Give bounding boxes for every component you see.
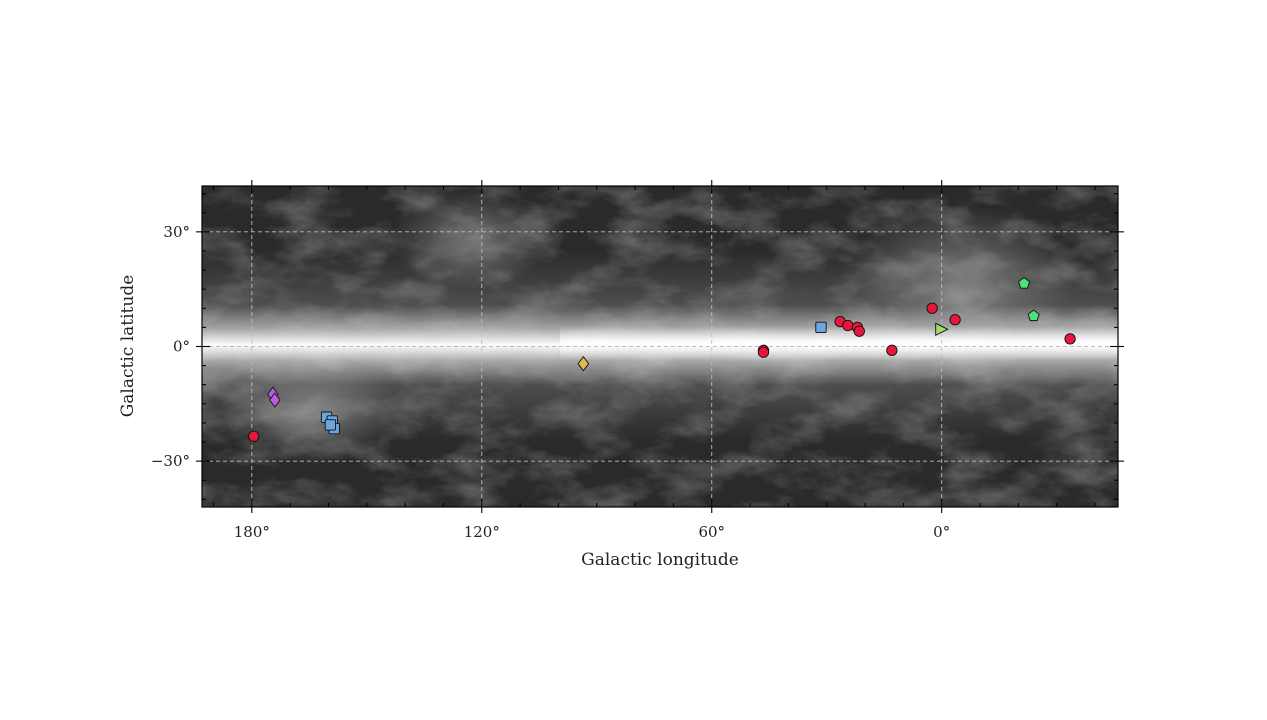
pentagon-marker xyxy=(1018,277,1031,289)
circle-marker xyxy=(248,430,260,442)
circle-marker xyxy=(853,325,865,337)
diamond-marker xyxy=(577,355,590,372)
pentagon-marker xyxy=(1027,309,1040,322)
data-points xyxy=(248,277,1076,442)
triangle-marker xyxy=(935,322,949,337)
circle-marker xyxy=(926,302,938,314)
circle-marker xyxy=(842,319,854,332)
tick-labels: 180° 120° 60° 0° 30° 0° −30° xyxy=(151,223,950,541)
y-tick-label: −30° xyxy=(151,452,190,470)
x-tick-label: 60° xyxy=(698,523,725,541)
x-axis-label: Galactic longitude xyxy=(581,550,739,570)
x-tick-label: 180° xyxy=(234,523,270,541)
square-marker xyxy=(324,419,337,431)
grid-lines xyxy=(202,186,1118,507)
circle-marker xyxy=(1064,333,1076,345)
axis-ticks xyxy=(196,180,1124,513)
circle-marker xyxy=(886,344,898,356)
y-tick-label: 0° xyxy=(173,338,190,356)
circle-marker xyxy=(949,314,961,326)
square-marker xyxy=(815,321,827,334)
diamond-marker xyxy=(269,392,281,408)
x-tick-label: 120° xyxy=(464,523,500,541)
circle-marker xyxy=(757,346,770,358)
x-tick-label: 0° xyxy=(933,523,950,541)
y-tick-label: 30° xyxy=(163,223,190,241)
y-axis-label: Galactic latitude xyxy=(118,275,138,418)
